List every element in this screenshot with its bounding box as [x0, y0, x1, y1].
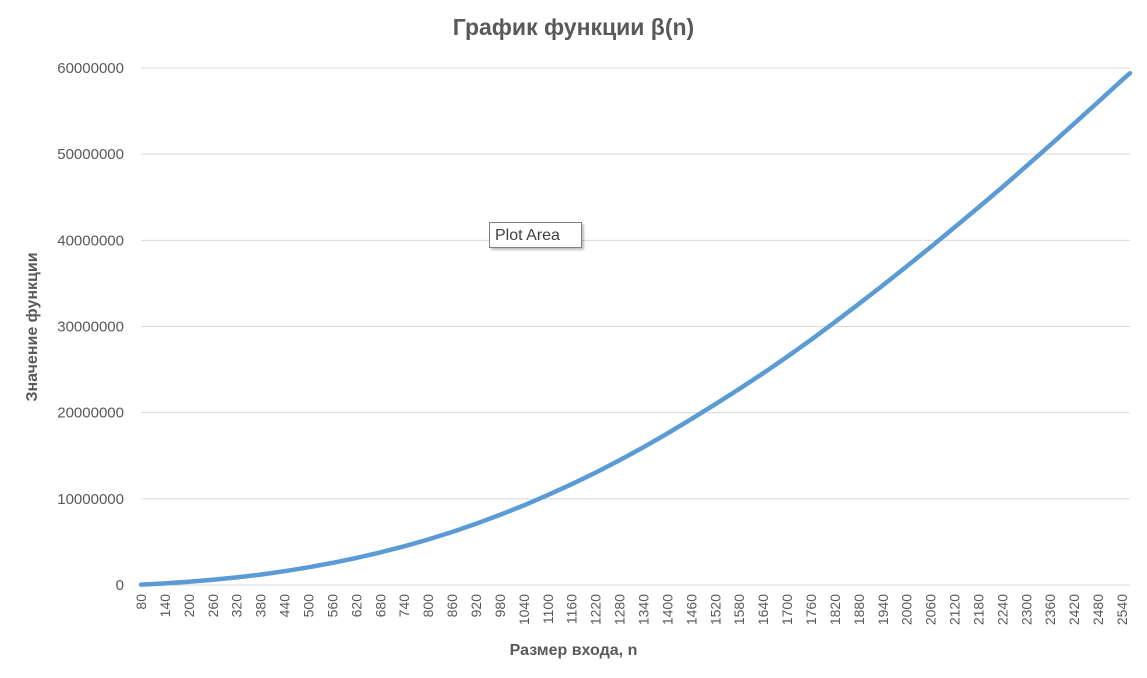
x-tick-label: 860 [444, 594, 460, 618]
x-tick-label: 680 [372, 594, 388, 618]
y-tick-label: 10000000 [57, 491, 124, 508]
x-tick-label: 2540 [1114, 594, 1130, 625]
x-tick-label: 2360 [1042, 594, 1058, 625]
chart-title: График функции β(n) [452, 14, 695, 40]
x-tick-label: 1280 [612, 594, 628, 625]
y-tick-label: 40000000 [57, 232, 124, 249]
x-tick-label: 1940 [875, 594, 891, 625]
x-tick-label: 1460 [683, 594, 699, 625]
x-tick-label: 200 [181, 594, 197, 618]
x-tick-label: 80 [133, 594, 149, 610]
series-line-0[interactable] [138, 70, 1133, 587]
x-tick-label: 1580 [731, 594, 747, 625]
x-tick-label: 1640 [755, 594, 771, 625]
x-tick-label: 2060 [923, 594, 939, 625]
x-tick-label: 2420 [1066, 594, 1082, 625]
y-axis-ticks: 0 10000000 20000000 30000000 40000000 5000000… [57, 60, 124, 594]
x-tick-label: 380 [253, 594, 269, 618]
y-tick-label: 20000000 [57, 405, 124, 422]
x-tick-label: 260 [205, 594, 221, 618]
x-tick-label: 2000 [899, 594, 915, 625]
x-tick-label: 1820 [827, 594, 843, 625]
x-tick-label: 2480 [1090, 594, 1106, 625]
x-tick-label: 560 [324, 594, 340, 618]
y-tick-label: 60000000 [57, 60, 124, 77]
plot-area-tooltip: Plot Area [489, 222, 582, 248]
x-tick-label: 1400 [659, 594, 675, 625]
x-tick-label: 980 [492, 594, 508, 618]
x-tick-label: 320 [229, 594, 245, 618]
x-tick-label: 1760 [803, 594, 819, 625]
x-tick-label: 1340 [635, 594, 651, 625]
x-tick-label: 500 [300, 594, 316, 618]
x-tick-label: 1700 [779, 594, 795, 625]
x-tick-label: 740 [396, 594, 412, 618]
x-tick-label: 140 [157, 594, 173, 618]
x-tick-label: 2120 [947, 594, 963, 625]
y-tick-label: 30000000 [57, 319, 124, 336]
x-axis-title: Размер входа, n [509, 642, 638, 659]
x-tick-label: 920 [468, 594, 484, 618]
y-tick-label: 0 [116, 577, 124, 594]
x-tick-label: 1220 [588, 594, 604, 625]
series-layer [138, 70, 1133, 587]
x-tick-label: 800 [420, 594, 436, 618]
x-tick-label: 620 [348, 594, 364, 618]
x-axis-ticks: 80 140 200 260 320 380 440 500 560 620 680 740 800 86… [133, 594, 1130, 625]
x-tick-label: 2180 [970, 594, 986, 625]
y-tick-label: 50000000 [57, 146, 124, 163]
x-tick-label: 440 [277, 594, 293, 618]
x-tick-label: 1520 [707, 594, 723, 625]
x-tick-label: 1160 [564, 594, 580, 624]
gridlines [141, 67, 1130, 586]
x-tick-label: 2240 [994, 594, 1010, 625]
x-tick-label: 2300 [1018, 594, 1034, 625]
x-tick-label: 1100 [540, 594, 556, 624]
x-tick-label: 1880 [851, 594, 867, 625]
x-tick-label: 1040 [516, 594, 532, 625]
